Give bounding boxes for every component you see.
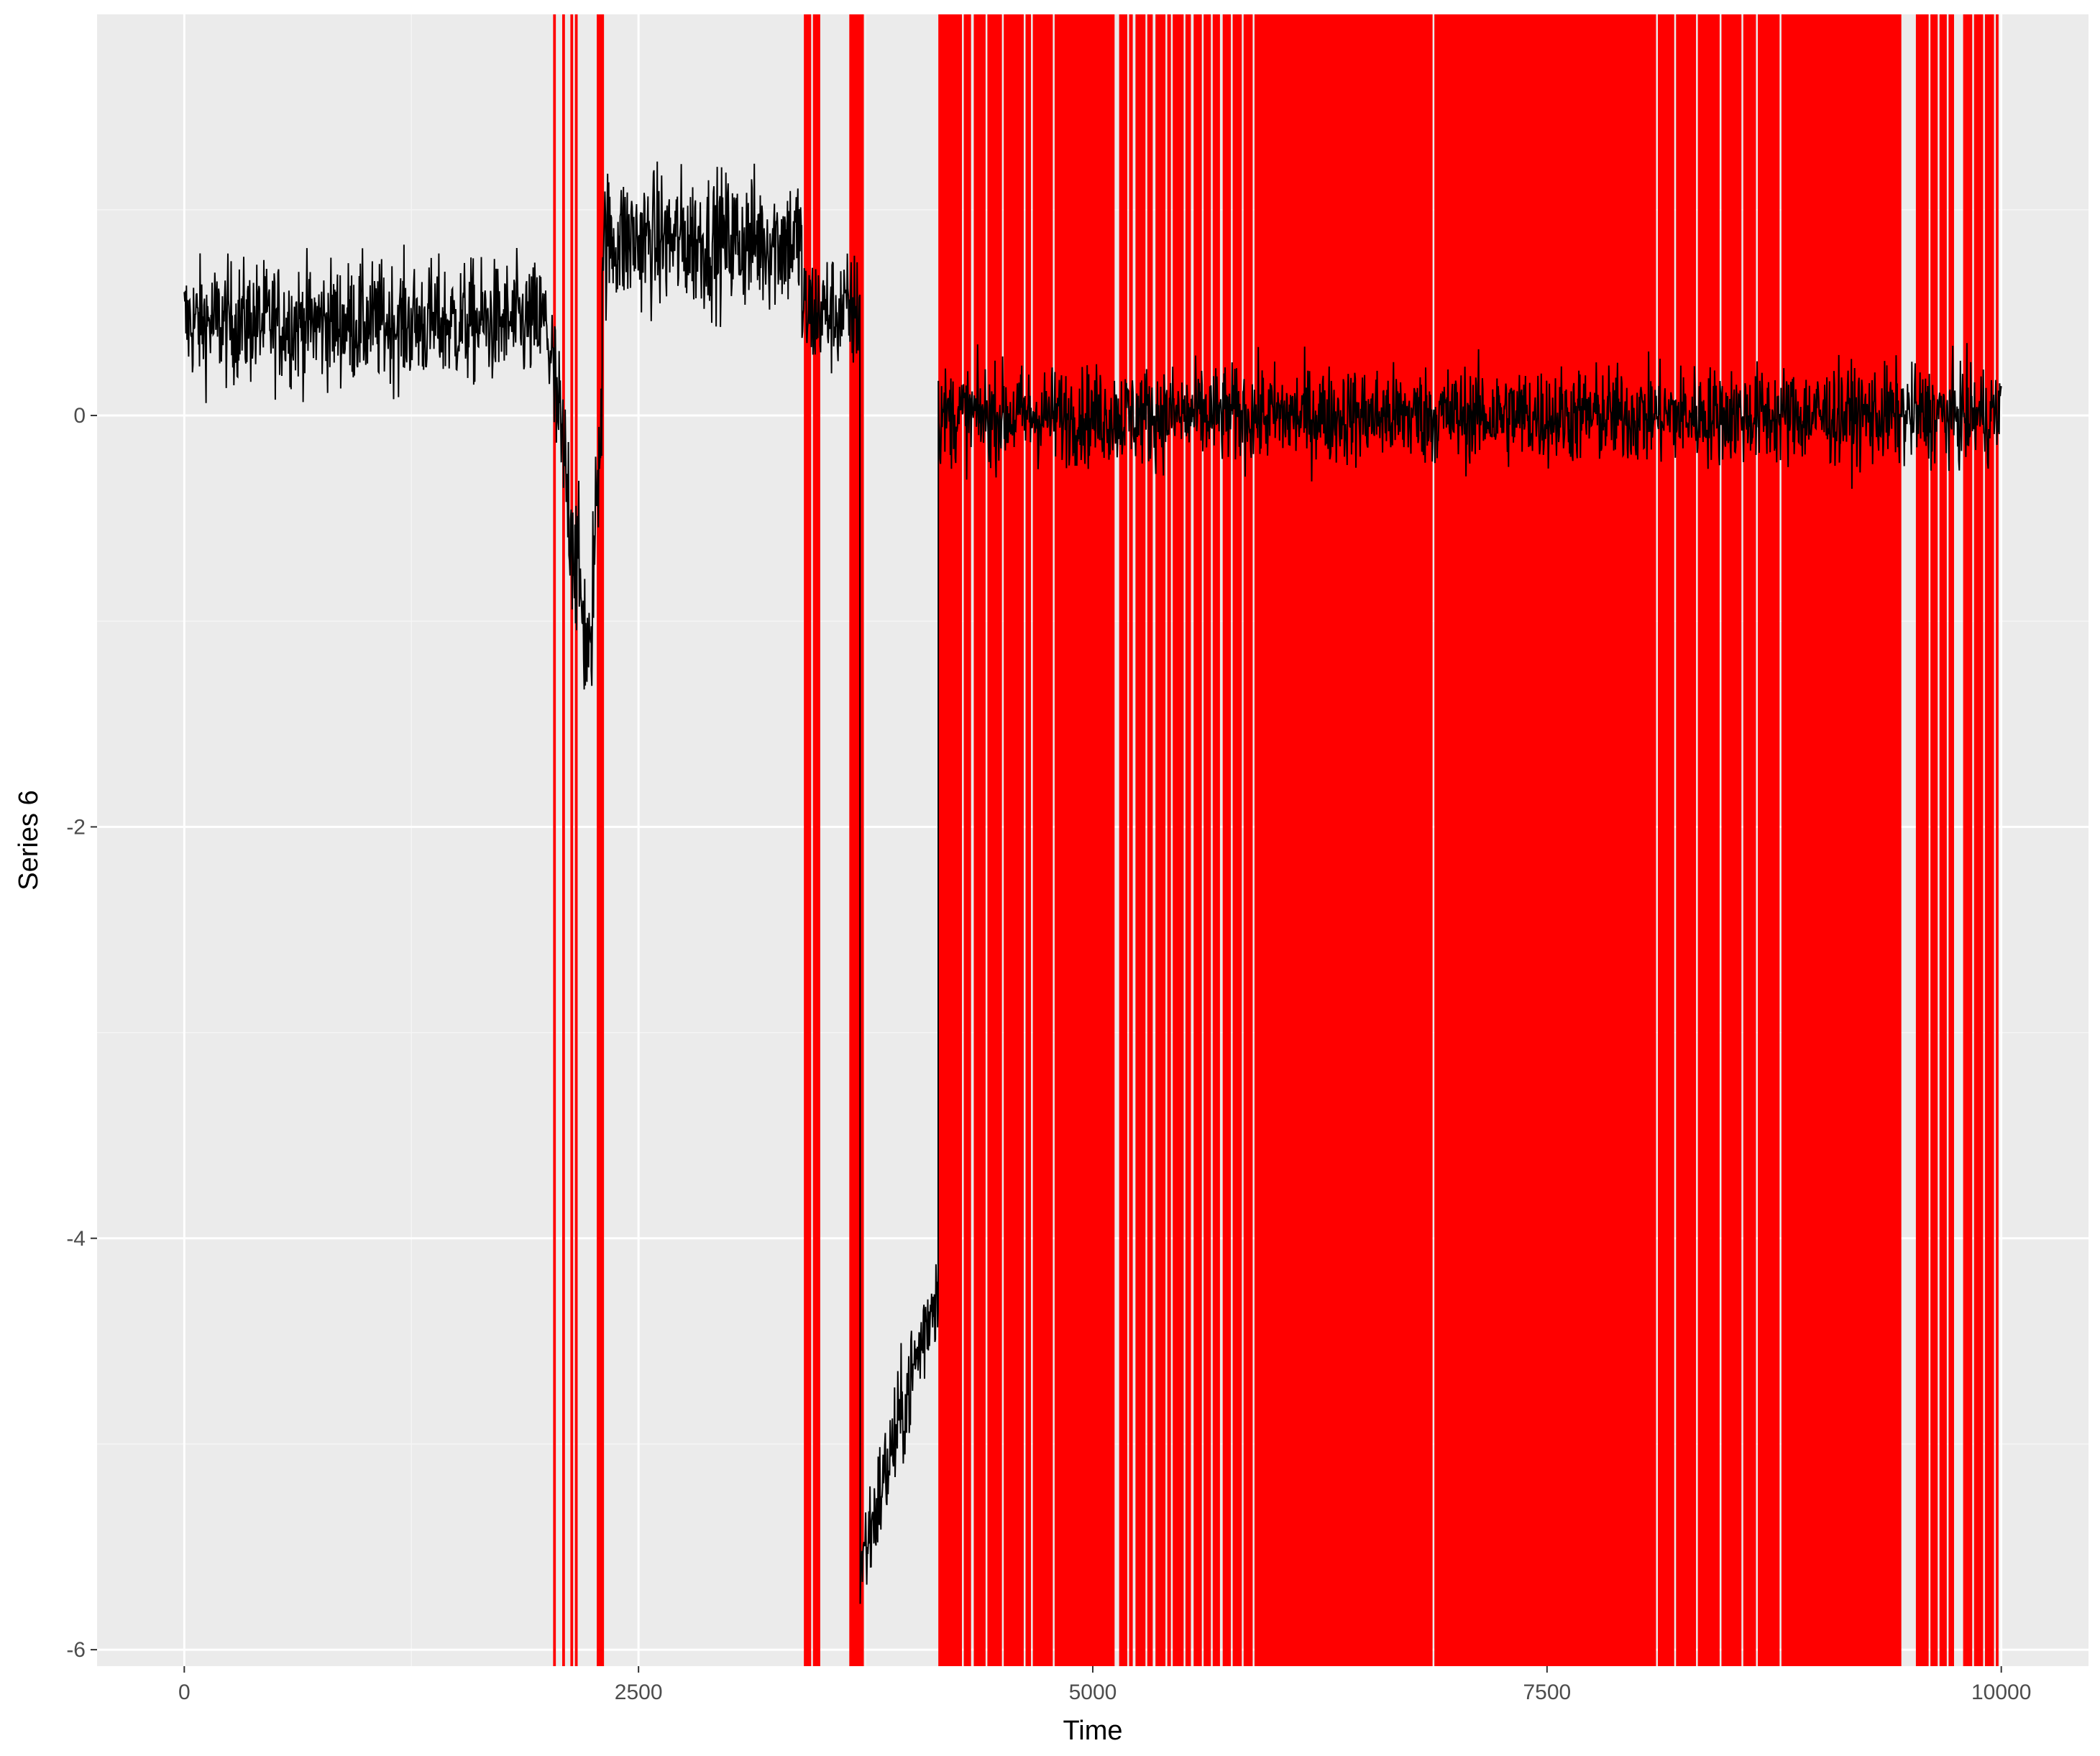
changepoint-band <box>1676 14 1697 1666</box>
changepoint-band <box>1147 14 1153 1666</box>
changepoint-band <box>1155 14 1166 1666</box>
y-tick-label: -4 <box>66 1227 86 1251</box>
x-tick-label: 10000 <box>1971 1681 2031 1704</box>
x-tick-label: 7500 <box>1523 1681 1571 1704</box>
x-axis: 0 2500 5000 7500 10000 <box>178 1666 2031 1704</box>
changepoint-band <box>1721 14 1742 1666</box>
x-tick-label: 0 <box>178 1681 191 1704</box>
changepoint-band <box>1032 14 1053 1666</box>
changepoint-band <box>1743 14 1756 1666</box>
changepoint-band <box>849 14 864 1666</box>
changepoint-band <box>1025 14 1032 1666</box>
changepoint-band <box>1119 14 1128 1666</box>
changepoint-band <box>1212 14 1220 1666</box>
changepoint-band <box>1781 14 1902 1666</box>
changepoint-band <box>1434 14 1656 1666</box>
changepoint-band <box>973 14 986 1666</box>
series-line <box>183 161 2002 1604</box>
changepoint-band <box>1254 14 1433 1666</box>
x-tick-label: 2500 <box>615 1681 663 1704</box>
changepoint-band <box>1243 14 1253 1666</box>
changepoint-band <box>1973 14 1984 1666</box>
changepoint-band <box>1054 14 1115 1666</box>
changepoint-band <box>597 14 605 1666</box>
y-axis: -6 -4 -2 0 <box>66 404 97 1662</box>
changepoint-band <box>574 14 578 1666</box>
changepoint-band <box>1129 14 1133 1666</box>
y-axis-title: Series 6 <box>14 790 44 890</box>
changepoint-band <box>804 14 812 1666</box>
changepoint-band <box>570 14 574 1666</box>
changepoint-band <box>562 14 565 1666</box>
changepoint-band <box>1658 14 1674 1666</box>
changepoint-band <box>1004 14 1024 1666</box>
changepoint-bands <box>553 14 1999 1666</box>
y-tick-label: -2 <box>66 815 86 839</box>
changepoint-band <box>1167 14 1171 1666</box>
changepoint-band <box>1948 14 1954 1666</box>
changepoint-band <box>963 14 971 1666</box>
changepoint-band <box>553 14 556 1666</box>
changepoint-band <box>1996 14 1999 1666</box>
changepoint-band <box>1185 14 1191 1666</box>
changepoint-band <box>1939 14 1947 1666</box>
x-axis-title: Time <box>1063 1716 1122 1746</box>
changepoint-band <box>1984 14 1994 1666</box>
changepoint-band <box>1915 14 1929 1666</box>
changepoint-band <box>1203 14 1211 1666</box>
changepoint-band <box>1193 14 1202 1666</box>
y-tick-label: -6 <box>66 1638 86 1662</box>
changepoint-band <box>1758 14 1780 1666</box>
changepoint-band <box>938 14 963 1666</box>
y-tick-label: 0 <box>73 404 86 428</box>
changepoint-band <box>1232 14 1242 1666</box>
x-tick-label: 5000 <box>1069 1681 1117 1704</box>
changepoint-band <box>812 14 820 1666</box>
changepoint-band <box>1930 14 1938 1666</box>
changepoint-band <box>1963 14 1973 1666</box>
changepoint-band <box>1222 14 1232 1666</box>
changepoint-band <box>1135 14 1146 1666</box>
changepoint-band <box>1697 14 1720 1666</box>
changepoint-band <box>1173 14 1184 1666</box>
changepoint-band <box>987 14 1002 1666</box>
